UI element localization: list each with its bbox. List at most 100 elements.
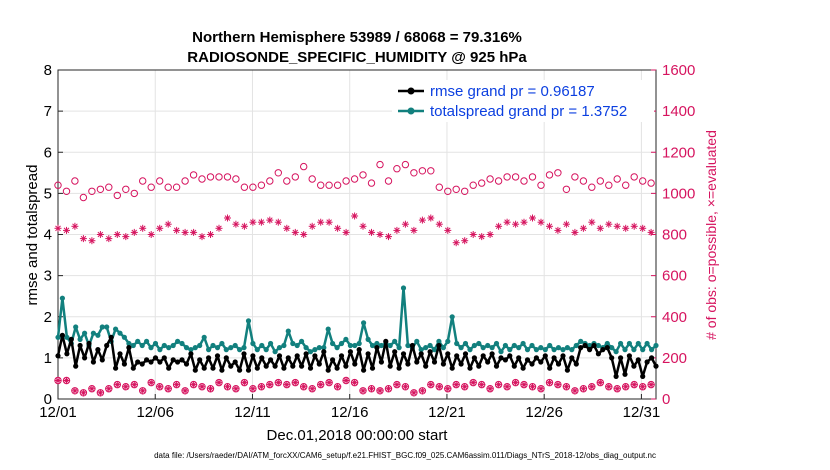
rmse-point: [188, 351, 194, 357]
rmse-point: [595, 351, 602, 357]
obs-possible-marker: [240, 183, 249, 191]
rmse-point: [135, 359, 141, 365]
obs-evaluated-marker: [274, 218, 282, 226]
totalspread-point: [626, 340, 633, 347]
obs-low-evaluated-marker: [325, 379, 333, 387]
rmse-point: [330, 357, 336, 363]
rmse-series: [55, 332, 659, 379]
obs-low-evaluated-marker: [503, 383, 511, 391]
totalspread-point: [157, 347, 163, 353]
obs-evaluated-marker: [342, 228, 350, 236]
rmse-point: [653, 363, 659, 369]
totalspread-point: [272, 349, 278, 355]
obs-evaluated-marker: [571, 228, 579, 236]
obs-evaluated-marker: [495, 222, 503, 230]
rmse-point: [396, 365, 402, 371]
rmse-point: [152, 355, 159, 361]
totalspread-point: [458, 345, 464, 351]
totalspread-point: [462, 340, 469, 347]
rmse-point: [365, 351, 371, 357]
totalspread-point: [502, 342, 508, 349]
obs-evaluated-marker: [351, 212, 359, 220]
obs-evaluated-marker: [418, 216, 426, 224]
x-tick-label: 12/11: [234, 404, 270, 421]
totalspread-point: [520, 340, 526, 347]
rmse-point: [299, 363, 305, 369]
obs-low-evaluated-marker: [334, 383, 342, 391]
rmse-point: [77, 342, 83, 349]
rmse-point: [547, 365, 553, 371]
obs-evaluated-marker: [139, 224, 147, 232]
obs-low-evaluated-marker: [418, 387, 426, 395]
totalspread-point: [117, 330, 123, 336]
obs-evaluated-marker: [596, 224, 604, 232]
rmse-point: [139, 361, 145, 367]
totalspread-point: [219, 340, 225, 347]
totalspread-series: [55, 285, 659, 355]
totalspread-point: [538, 345, 544, 351]
rmse-point: [498, 355, 504, 361]
obs-evaluated-marker: [546, 222, 553, 230]
totalspread-point: [121, 334, 127, 340]
rmse-point: [471, 355, 477, 361]
obs-evaluated-marker: [283, 224, 291, 232]
obs-low-evaluated-marker: [96, 389, 104, 397]
rmse-point: [73, 363, 79, 369]
obs-low-evaluated-marker: [71, 387, 79, 395]
totalspread-point: [640, 347, 646, 353]
rmse-point: [126, 345, 132, 351]
legend: rmse grand pr = 0.96187 totalspread gran…: [392, 80, 654, 122]
obs-evaluated-marker: [427, 214, 435, 222]
totalspread-point: [573, 342, 579, 349]
totalspread-point: [228, 345, 234, 351]
rmse-point: [276, 353, 283, 359]
totalspread-point: [476, 340, 482, 347]
obs-low-evaluated-marker: [368, 385, 375, 393]
totalspread-point: [471, 342, 477, 349]
rmse-point: [197, 357, 203, 363]
obs-low-evaluated-marker: [376, 387, 384, 395]
obs-evaluated-marker: [469, 231, 477, 238]
rmse-point: [516, 355, 522, 361]
obs-possible-marker: [189, 171, 198, 179]
totalspread-point: [454, 340, 460, 347]
y-axis-right: 0 200 400 600 800 1000 1200 1400 1600: [651, 62, 695, 408]
rmse-point: [458, 361, 464, 367]
totalspread-point: [644, 340, 650, 347]
obs-possible-marker: [376, 160, 384, 169]
obs-low-evaluated-marker: [401, 383, 409, 391]
obs-low-evaluated-marker: [630, 381, 638, 389]
obs-possible-marker: [613, 175, 621, 183]
obs-low-evaluated-marker: [317, 381, 325, 389]
totalspread-point: [95, 332, 101, 338]
totalspread-point: [294, 342, 300, 349]
totalspread-point: [524, 347, 531, 353]
obs-possible-marker: [88, 187, 96, 196]
totalspread-point: [369, 342, 376, 349]
obs-evaluated-marker: [291, 228, 299, 236]
x-tick-label: 12/06: [136, 404, 174, 421]
obs-low-evaluated-marker: [486, 385, 494, 393]
obs-possible-marker: [79, 193, 88, 202]
obs-possible-marker: [537, 181, 545, 189]
obs-possible-marker: [478, 179, 486, 187]
obs-possible-marker: [367, 179, 376, 187]
rmse-point: [361, 367, 367, 373]
totalspread-point: [268, 340, 274, 347]
totalspread-point: [183, 345, 190, 351]
obs-evaluated-marker: [105, 235, 113, 243]
obs-evaluated-marker: [215, 224, 223, 232]
rmse-point: [440, 361, 446, 367]
obs-evaluated-marker: [537, 218, 545, 226]
obs-evaluated-marker: [461, 237, 469, 245]
totalspread-point: [139, 342, 145, 349]
obs-evaluated-marker: [122, 233, 130, 241]
obs-evaluated-marker: [63, 226, 70, 234]
obs-low-evaluated-marker: [622, 383, 630, 391]
rmse-point: [117, 351, 123, 357]
obs-possible-marker: [333, 181, 342, 189]
obs-possible-marker: [571, 173, 579, 181]
obs-possible-marker: [461, 187, 469, 196]
obs-evaluated-marker: [605, 220, 613, 228]
